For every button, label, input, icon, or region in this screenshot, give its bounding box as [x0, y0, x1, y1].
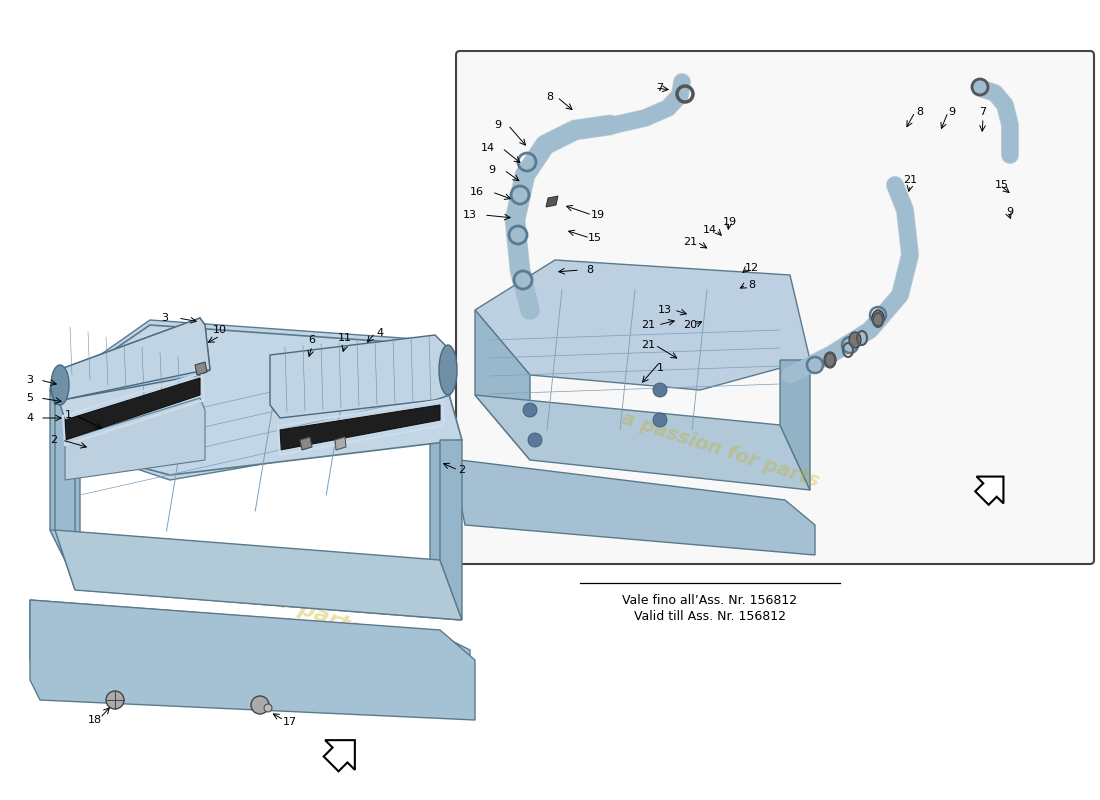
Polygon shape [55, 390, 75, 590]
Polygon shape [475, 310, 530, 460]
Text: 10: 10 [213, 325, 227, 335]
Text: 21: 21 [641, 320, 656, 330]
Text: a passion for parts: a passion for parts [135, 540, 364, 640]
Text: 4: 4 [376, 328, 384, 338]
Text: 21: 21 [683, 237, 697, 247]
Text: 1: 1 [657, 363, 663, 373]
Text: 7: 7 [979, 107, 987, 117]
Text: 8: 8 [916, 107, 924, 117]
Polygon shape [300, 437, 312, 450]
Text: Valid till Ass. Nr. 156812: Valid till Ass. Nr. 156812 [634, 610, 786, 622]
Text: 11: 11 [338, 333, 352, 343]
Text: 8: 8 [586, 265, 594, 275]
Polygon shape [270, 335, 450, 418]
Text: 3: 3 [162, 313, 168, 323]
Text: 1: 1 [65, 410, 72, 420]
Polygon shape [30, 600, 470, 700]
Polygon shape [55, 530, 462, 620]
Text: 15: 15 [996, 180, 1009, 190]
Polygon shape [65, 378, 200, 440]
Polygon shape [50, 530, 460, 620]
Polygon shape [65, 398, 205, 480]
Ellipse shape [849, 332, 861, 348]
Circle shape [528, 433, 542, 447]
Circle shape [251, 696, 270, 714]
Text: 2: 2 [459, 465, 465, 475]
Text: 9: 9 [488, 165, 496, 175]
Ellipse shape [872, 310, 884, 326]
Text: 14: 14 [703, 225, 717, 235]
Text: 8: 8 [547, 92, 553, 102]
Text: 7: 7 [657, 83, 663, 93]
Polygon shape [336, 437, 346, 450]
Text: 21: 21 [903, 175, 917, 185]
Text: 3: 3 [26, 375, 33, 385]
Polygon shape [30, 600, 475, 720]
Text: 9: 9 [948, 107, 956, 117]
Ellipse shape [439, 345, 456, 395]
Polygon shape [976, 477, 1003, 505]
Polygon shape [55, 325, 462, 475]
Polygon shape [460, 460, 815, 555]
Text: Vale fino all’Ass. Nr. 156812: Vale fino all’Ass. Nr. 156812 [623, 594, 798, 606]
Circle shape [653, 383, 667, 397]
Polygon shape [475, 395, 810, 490]
Text: 2: 2 [51, 435, 57, 445]
Text: 13: 13 [658, 305, 672, 315]
Polygon shape [546, 196, 558, 207]
Text: 4: 4 [26, 413, 34, 423]
Ellipse shape [51, 365, 69, 405]
Text: S: S [992, 63, 1047, 137]
Text: a passion for parts: a passion for parts [618, 409, 822, 491]
Polygon shape [195, 362, 207, 375]
Polygon shape [50, 370, 62, 405]
Text: 17: 17 [283, 717, 297, 727]
Polygon shape [780, 360, 810, 490]
Polygon shape [323, 740, 355, 771]
Ellipse shape [824, 352, 836, 368]
Text: 13: 13 [463, 210, 477, 220]
Text: 19: 19 [591, 210, 605, 220]
Text: 20: 20 [683, 320, 697, 330]
Text: 9: 9 [1006, 207, 1013, 217]
Text: 21: 21 [641, 340, 656, 350]
Polygon shape [58, 318, 210, 400]
Polygon shape [430, 430, 460, 620]
Polygon shape [58, 318, 210, 400]
Text: 6: 6 [308, 335, 316, 345]
Polygon shape [50, 390, 80, 590]
Circle shape [522, 403, 537, 417]
Text: 15: 15 [588, 233, 602, 243]
Polygon shape [440, 440, 462, 620]
Text: 14: 14 [481, 143, 495, 153]
Text: 9: 9 [494, 120, 502, 130]
Text: 19: 19 [723, 217, 737, 227]
Polygon shape [280, 405, 440, 450]
Text: PART: PART [939, 123, 1041, 157]
Text: 8: 8 [748, 280, 756, 290]
FancyBboxPatch shape [456, 51, 1094, 564]
Text: 5: 5 [26, 393, 33, 403]
Circle shape [264, 704, 272, 712]
Circle shape [653, 413, 667, 427]
Text: 16: 16 [470, 187, 484, 197]
Text: 18: 18 [88, 715, 102, 725]
Polygon shape [475, 260, 810, 390]
Polygon shape [50, 320, 460, 480]
Text: 12: 12 [745, 263, 759, 273]
Circle shape [106, 691, 124, 709]
